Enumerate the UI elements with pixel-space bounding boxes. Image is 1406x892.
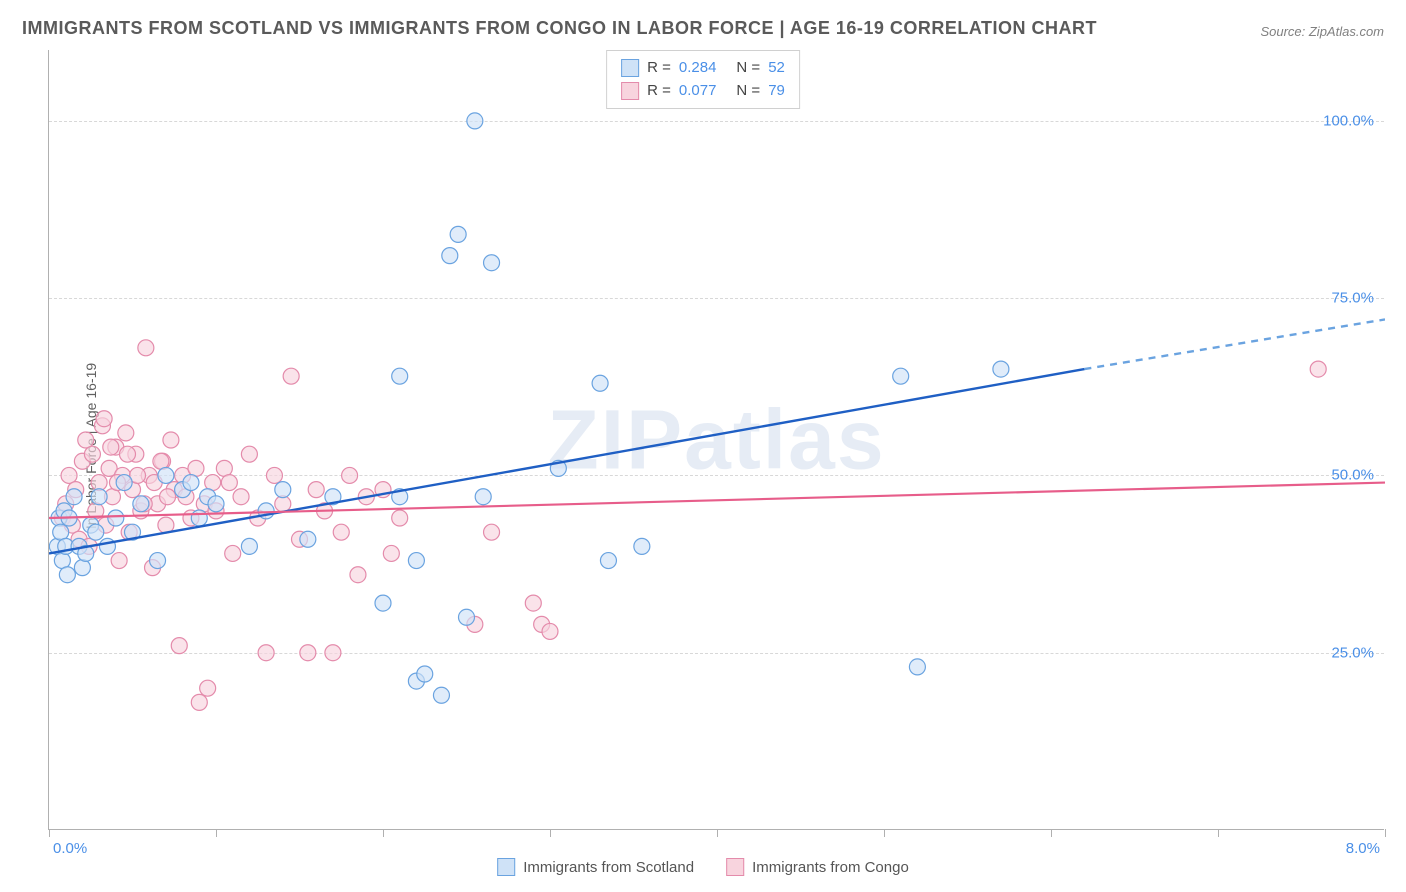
correlation-legend: R = 0.284 N = 52 R = 0.077 N = 79: [606, 50, 800, 109]
chart-title: IMMIGRANTS FROM SCOTLAND VS IMMIGRANTS F…: [22, 18, 1097, 39]
swatch-congo: [726, 858, 744, 876]
legend-label-congo: Immigrants from Congo: [752, 859, 909, 876]
source-label: Source: ZipAtlas.com: [1260, 24, 1384, 39]
chart-svg: [49, 50, 1385, 830]
legend-item-congo: Immigrants from Congo: [726, 858, 909, 876]
legend-label-scotland: Immigrants from Scotland: [523, 859, 694, 876]
legend-row-scotland: R = 0.284 N = 52: [621, 57, 785, 80]
r-label: R =: [647, 57, 671, 80]
swatch-scotland: [497, 858, 515, 876]
legend-row-congo: R = 0.077 N = 79: [621, 80, 785, 103]
r-label: R =: [647, 80, 671, 103]
chart-plot-area: ZIPatlas 25.0%50.0%75.0%100.0%0.0%8.0%: [48, 50, 1384, 830]
n-value-congo: 79: [768, 80, 785, 103]
swatch-congo: [621, 82, 639, 100]
n-label: N =: [736, 57, 760, 80]
r-value-scotland: 0.284: [679, 57, 717, 80]
r-value-congo: 0.077: [679, 80, 717, 103]
series-legend: Immigrants from Scotland Immigrants from…: [497, 858, 909, 876]
x-max-label: 8.0%: [1346, 840, 1380, 857]
n-label: N =: [736, 80, 760, 103]
swatch-scotland: [621, 59, 639, 77]
x-min-label: 0.0%: [53, 840, 87, 857]
legend-item-scotland: Immigrants from Scotland: [497, 858, 694, 876]
n-value-scotland: 52: [768, 57, 785, 80]
